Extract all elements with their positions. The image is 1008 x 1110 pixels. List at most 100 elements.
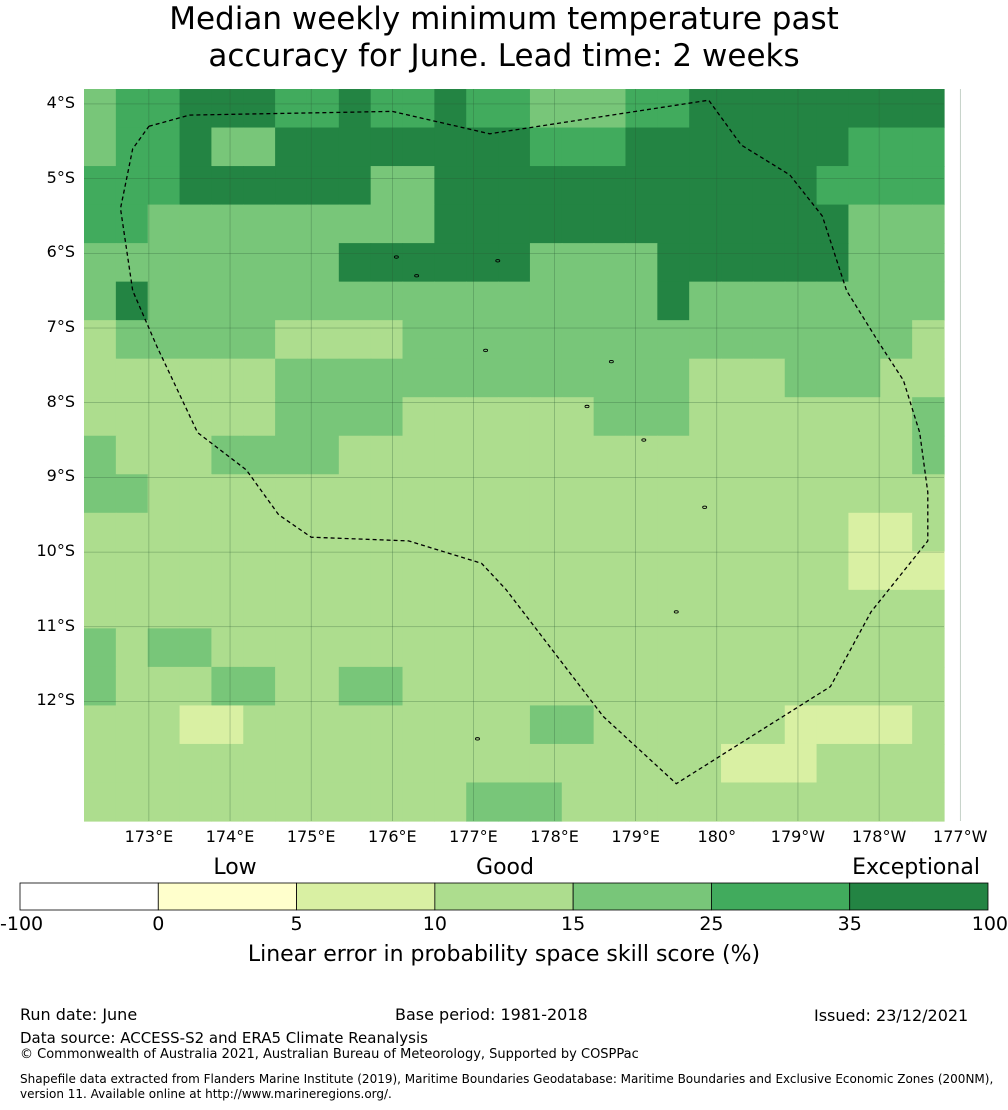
grid-cell [912,89,945,129]
grid-cell [784,589,818,629]
grid-cell [498,320,531,360]
grid-cell [147,782,181,822]
grid-cell [147,281,181,321]
grid-cell [211,243,244,283]
grid-cell [784,435,818,475]
grid-cell [625,435,658,475]
grid-cell [593,743,627,784]
grid-cell [434,166,467,206]
grid-cell [752,127,786,167]
grid-cell [147,512,181,552]
grid-cell [593,204,627,244]
grid-cell [84,474,117,514]
grid-cell [529,666,563,707]
grid-cell [912,628,945,668]
grid-cell [625,397,658,437]
grid-cell [752,358,786,398]
grid-cell [147,204,181,244]
grid-cell [179,243,213,283]
grid-cell [179,782,213,822]
grid-cell [243,743,276,784]
grid-cell [179,281,213,321]
grid-cell [752,89,786,129]
grid-cell [593,397,627,437]
grid-cell [306,474,340,514]
grid-cell [115,705,149,745]
grid-cell [179,166,213,206]
grid-cell [593,589,627,629]
grid-cell [115,628,149,668]
grid-cell [593,127,627,167]
grid-cell [402,743,435,784]
data-source: Data source: ACCESS-S2 and ERA5 Climate … [20,1029,428,1047]
grid-cell [561,589,595,629]
category-low: Low [213,855,257,880]
grid-cell [243,551,276,591]
grid-cell [689,89,722,129]
grid-cell [115,782,149,822]
grid-cell [880,589,913,629]
grid-cell [593,666,627,707]
grid-cell [529,628,563,668]
grid-cell [657,166,690,206]
grid-cell [434,281,467,321]
grid-cell [816,743,850,784]
grid-cell [816,474,850,514]
grid-cell [848,89,881,129]
grid-cell [498,551,531,591]
grid-cell [529,705,563,745]
grid-cell [402,127,435,167]
grid-cell [338,243,372,283]
grid-cell [880,705,913,745]
grid-cell [338,474,372,514]
grid-cell [848,705,881,745]
longitude-label: 173°E [124,827,174,846]
colorbar-segment [19,882,159,911]
grid-cell [816,281,850,321]
grid-cell [84,435,117,475]
grid-cell [306,320,340,360]
grid-cell [402,281,435,321]
grid-cell [689,243,722,283]
grid-cell [529,358,563,398]
grid-cell [402,705,435,745]
grid-cell [338,358,372,398]
grid-cell [784,320,818,360]
grid-cell [275,320,308,360]
grid-cell [211,782,244,822]
grid-cell [880,243,913,283]
grid-cell [561,628,595,668]
grid-cell [306,243,340,283]
grid-cell [84,551,117,591]
grid-cell [466,551,499,591]
grid-cell [721,474,754,514]
island-outline [393,255,399,259]
grid-cell [338,127,372,167]
grid-cell [689,743,722,784]
grid-cell [402,166,435,206]
grid-cell [434,358,467,398]
grid-cell [593,782,627,822]
grid-cell [402,474,435,514]
grid-cell [721,512,754,552]
grid-cell [338,512,372,552]
grid-cell [912,666,945,707]
shapefile-credit-line-2: version 11. Available online at http://w… [20,1087,392,1101]
grid-cell [211,281,244,321]
grid-cell [721,204,754,244]
grid-cell [625,166,658,206]
grid-cell [115,89,149,129]
grid-cell [306,204,340,244]
grid-cell [275,166,308,206]
grid-cell [561,666,595,707]
grid-cell [848,474,881,514]
latitude-label: 5°S [46,167,75,187]
grid-cell [402,512,435,552]
grid-cell [147,358,181,398]
grid-cell [338,589,372,629]
latitude-label: 6°S [46,242,75,262]
grid-cell [912,551,945,591]
grid-cell [498,782,531,822]
grid-cell [179,589,213,629]
grid-cell [243,127,276,167]
